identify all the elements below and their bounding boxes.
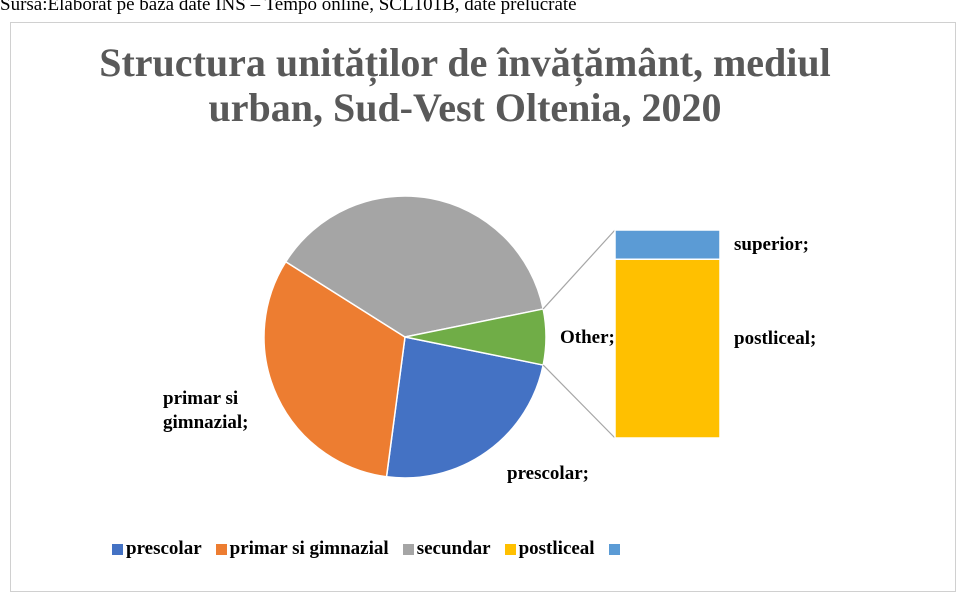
legend-label: primar si gimnazial <box>229 538 389 559</box>
data-label: postliceal; <box>734 327 817 349</box>
source-note: Sursa:Elaborat pe baza date INS – Tempo … <box>0 0 577 15</box>
legend: prescolar primar si gimnazial secundar post… <box>112 538 620 560</box>
legend-swatch <box>112 543 123 555</box>
legend-swatch <box>504 543 516 555</box>
legend-item: primar si gimnazial <box>215 538 389 560</box>
pie-slice-other <box>404 308 547 366</box>
legend-label: postliceal <box>518 538 595 559</box>
legend-swatch <box>215 543 227 555</box>
legend-item: secundar <box>402 538 491 560</box>
legend-item: postliceal <box>504 538 595 560</box>
data-label: superior; <box>734 233 809 255</box>
pie-slice <box>385 336 545 479</box>
pie-slice <box>284 195 545 338</box>
legend-label: secundar <box>416 538 491 559</box>
connector <box>542 364 616 439</box>
legend-label: prescolar <box>126 538 202 559</box>
legend-swatch <box>402 543 414 555</box>
legend-item <box>608 543 620 555</box>
bar-segment <box>614 258 721 439</box>
chart-title: Structura unităților de învățământ, medi… <box>99 40 831 130</box>
data-label: prescolar; <box>507 463 589 484</box>
legend-item: prescolar <box>112 538 202 560</box>
connector <box>542 229 616 310</box>
other-label: Other; <box>560 327 615 348</box>
bar-segment <box>614 229 721 260</box>
data-label: primar si gimnazial; <box>163 388 249 433</box>
legend-swatch <box>608 543 620 555</box>
